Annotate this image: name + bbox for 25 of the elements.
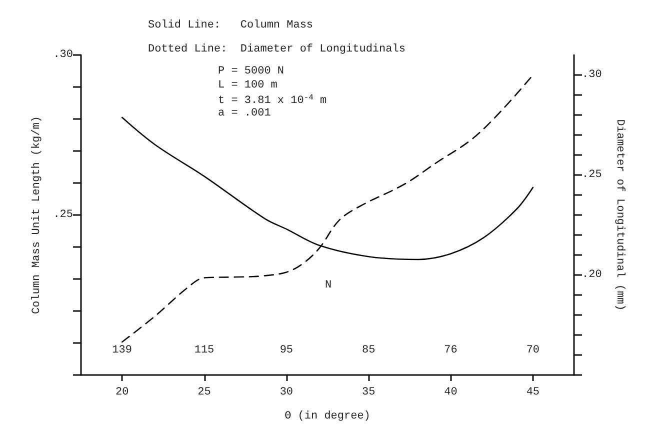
annotation: 95 (280, 344, 294, 356)
y2-tick-label: .25 (582, 169, 602, 181)
x-tick-label: 45 (526, 386, 540, 398)
x-tick-label: 30 (280, 386, 294, 398)
annotation: 76 (444, 344, 458, 356)
x-tick-label: 40 (444, 386, 458, 398)
annotation: N (325, 280, 332, 292)
y2-tick-label: .30 (582, 69, 602, 81)
text: Solid Line: Column Mass (148, 20, 314, 32)
line-series (121, 74, 534, 343)
x-tick-label: 20 (115, 386, 129, 398)
annotation: 139 (112, 344, 132, 356)
x-axis-title: Θ (in degree) (284, 410, 370, 422)
annotation: L = 100 m (218, 80, 278, 92)
x-tick-label: 35 (362, 386, 376, 398)
annotation: a = .001 (218, 108, 272, 120)
annotation: P = 5000 N (218, 66, 284, 78)
annotation: 85 (362, 344, 376, 356)
annotation: 70 (526, 344, 540, 356)
y2-tick-label: .20 (582, 269, 602, 281)
x-tick-label: 25 (198, 386, 211, 398)
annotation: Dotted Line: Diameter of Longitudinals (148, 44, 406, 56)
y2-axis-title: Diameter of Longitudinal (mm) (614, 119, 626, 311)
annotation: 115 (194, 344, 214, 356)
y-axis-title: Column Mass Unit Length (kg/m) (30, 116, 43, 314)
